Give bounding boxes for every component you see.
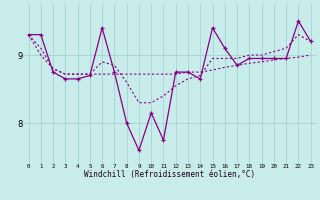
X-axis label: Windchill (Refroidissement éolien,°C): Windchill (Refroidissement éolien,°C)	[84, 170, 255, 179]
